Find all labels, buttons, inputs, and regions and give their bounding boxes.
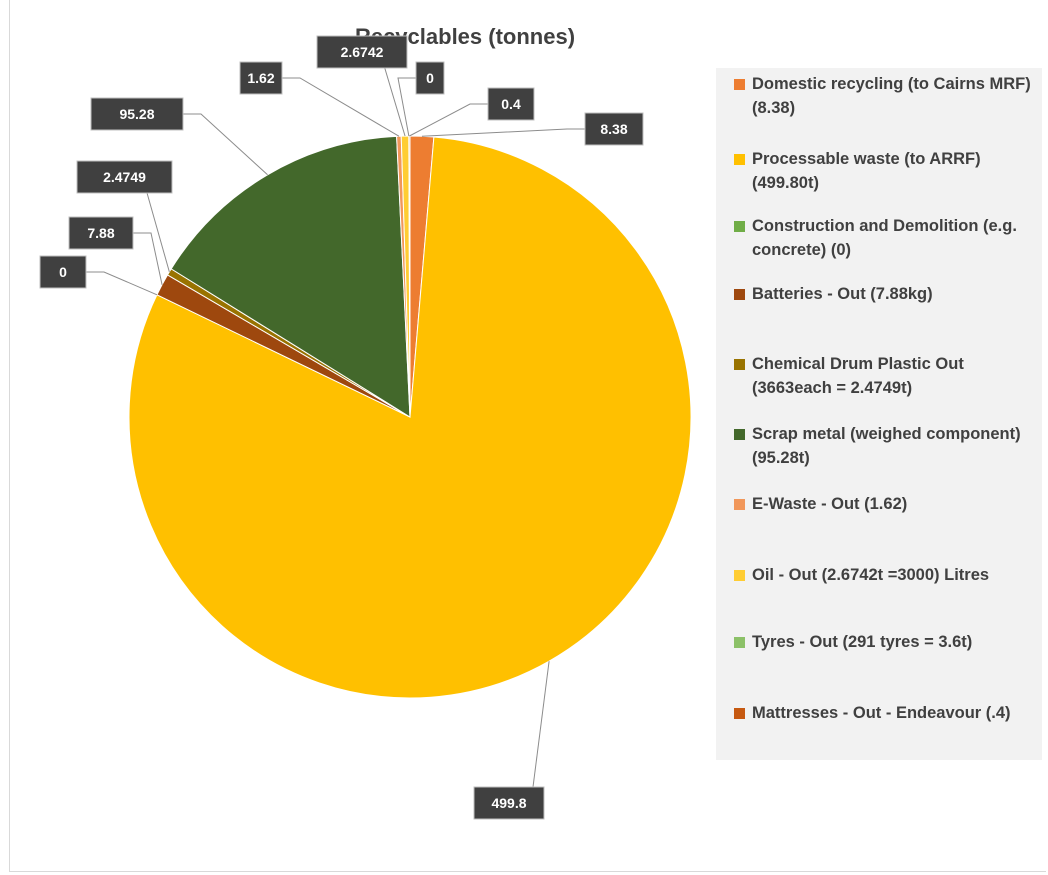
data-label-box	[316, 35, 408, 69]
legend-label: Domestic recycling (to Cairns MRF) (8.38…	[752, 75, 1031, 117]
data-label: 2.6742	[341, 44, 384, 60]
legend-item: Chemical Drum Plastic Out (3663each = 2.…	[734, 352, 1034, 400]
legend-swatch	[734, 221, 745, 232]
data-label: 0	[426, 70, 434, 86]
legend-item: Mattresses - Out - Endeavour (.4)	[734, 701, 1034, 725]
data-label-box	[39, 255, 87, 289]
legend-item: Oil - Out (2.6742t =3000) Litres	[734, 563, 1034, 587]
data-label: 2.4749	[103, 169, 146, 185]
leader-line	[183, 113, 268, 176]
legend-item: Construction and Demolition (e.g. concre…	[734, 214, 1034, 262]
legend-item: E-Waste - Out (1.62)	[734, 492, 1034, 516]
leader-line	[282, 77, 400, 137]
data-label-box	[90, 97, 184, 131]
legend-item: Tyres - Out (291 tyres = 3.6t)	[734, 630, 1034, 654]
data-label: 499.8	[491, 795, 526, 811]
legend-item: Processable waste (to ARRF) (499.80t)	[734, 147, 1034, 195]
data-label: 8.38	[600, 121, 627, 137]
data-label: 7.88	[87, 225, 114, 241]
chart-frame	[9, 0, 1046, 872]
legend-swatch	[734, 708, 745, 719]
leader-line	[421, 128, 585, 137]
legend-label: Oil - Out (2.6742t =3000) Litres	[752, 566, 990, 584]
data-label: 0	[59, 264, 67, 280]
data-label: 0.4	[501, 96, 521, 112]
leader-line	[532, 661, 550, 788]
legend: Domestic recycling (to Cairns MRF) (8.38…	[716, 68, 1042, 760]
leader-line	[86, 271, 158, 296]
data-label-box	[487, 87, 535, 121]
legend-label: Batteries - Out (7.88kg)	[752, 285, 933, 303]
leader-line	[397, 77, 416, 137]
data-label-box	[68, 216, 134, 250]
legend-item: Domestic recycling (to Cairns MRF) (8.38…	[734, 72, 1034, 120]
data-label-box	[415, 61, 445, 95]
legend-item: Batteries - Out (7.88kg)	[734, 282, 1034, 306]
leader-line	[409, 103, 488, 137]
legend-swatch	[734, 429, 745, 440]
legend-item: Scrap metal (weighed component) (95.28t)	[734, 422, 1034, 470]
legend-label: Mattresses - Out - Endeavour (.4)	[752, 704, 1011, 722]
legend-swatch	[734, 499, 745, 510]
legend-label: E-Waste - Out (1.62)	[752, 495, 908, 513]
legend-label: Construction and Demolition (e.g. concre…	[752, 217, 1017, 259]
legend-swatch	[734, 637, 745, 648]
legend-label: Chemical Drum Plastic Out (3663each = 2.…	[752, 355, 964, 397]
data-label: 1.62	[247, 70, 274, 86]
legend-label: Tyres - Out (291 tyres = 3.6t)	[752, 633, 973, 651]
leader-line	[133, 232, 163, 285]
data-label-box	[473, 786, 545, 820]
legend-swatch	[734, 289, 745, 300]
legend-swatch	[734, 570, 745, 581]
legend-swatch	[734, 79, 745, 90]
legend-swatch	[734, 154, 745, 165]
data-label-box	[239, 61, 283, 95]
legend-label: Processable waste (to ARRF) (499.80t)	[752, 150, 981, 192]
data-label-box	[76, 160, 173, 194]
legend-swatch	[734, 359, 745, 370]
legend-label: Scrap metal (weighed component) (95.28t)	[752, 425, 1021, 467]
data-label-box	[584, 112, 644, 146]
data-label: 95.28	[119, 106, 154, 122]
